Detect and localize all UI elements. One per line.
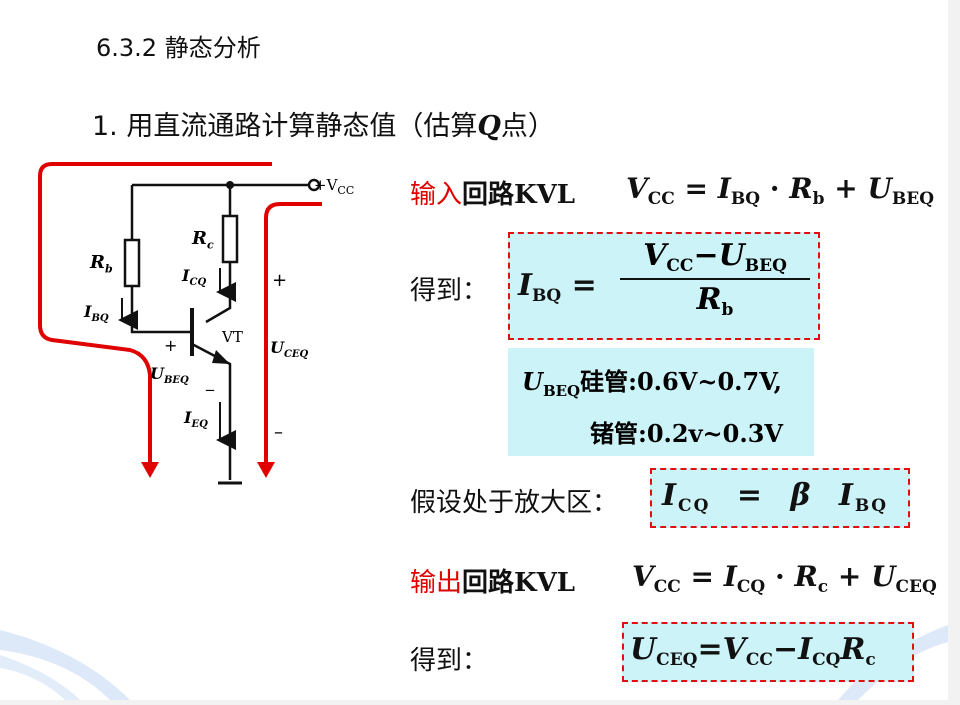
ubeq-note-box: UBEQ硅管:0.6V~0.7V, 锗管:0.2v~0.3V — [508, 348, 814, 456]
rc-label: Rc — [192, 228, 214, 252]
subtitle: 1. 用直流通路计算静态值（估算Q点） — [92, 104, 555, 143]
output-kvl-equation: VCC = ICQ · Rc + UCEQ — [632, 560, 937, 597]
input-red-label: 输入 — [410, 180, 463, 210]
input-kvl-equation: VCC = IBQ · Rb + UBEQ — [626, 172, 935, 209]
icq-formula-box: ICQ = β IBQ — [650, 468, 910, 528]
uceq-plus: + — [272, 270, 288, 291]
input-loop-path — [38, 162, 272, 470]
ubeq-label: UBEQ — [150, 364, 189, 387]
dc-circuit-diagram — [38, 162, 322, 485]
uceq-label: UCEQ — [270, 338, 309, 361]
uceq-formula-box: UCEQ=VCC−ICQRc — [622, 622, 914, 682]
input-loop-arrow — [141, 462, 159, 478]
note-line1: UBEQ硅管:0.6V~0.7V, — [522, 367, 783, 400]
subtitle-prefix: 1. 用直流通路计算静态值（估算 — [92, 111, 478, 142]
assume-label: 假设处于放大区： — [410, 488, 619, 518]
ibq-fraction: VCC−UBEQ Rb — [620, 238, 810, 320]
note-line2: 锗管:0.2v~0.3V — [590, 419, 784, 448]
ubeq-minus: _ — [206, 372, 214, 391]
decorative-swoosh-left — [0, 630, 130, 700]
vcc-label: +VCC — [314, 176, 355, 197]
rb-label: Rb — [90, 252, 113, 276]
input-loop-label: 输入回路KVL — [410, 180, 576, 210]
vt-label: VT — [222, 328, 243, 346]
output-loop-arrow — [257, 462, 275, 478]
ibq-label: IBQ — [84, 302, 109, 325]
output-loop-path — [264, 202, 322, 470]
ieq-label: IEQ — [184, 408, 208, 431]
get2-label: 得到： — [410, 646, 489, 676]
ubeq-plus: + — [164, 336, 178, 355]
ibq-formula-box: IBQ = VCC−UBEQ Rb — [508, 232, 820, 340]
subtitle-suffix: 点） — [500, 111, 555, 142]
ibq-lhs: IBQ = — [518, 268, 597, 306]
uceq-minus: – — [274, 422, 283, 443]
output-loop-label: 输出回路KVL — [410, 568, 576, 598]
section-title: 6.3.2 静态分析 — [96, 34, 261, 62]
subtitle-q: Q — [477, 111, 501, 142]
output-red-label: 输出 — [410, 568, 463, 598]
get1-label: 得到： — [410, 276, 489, 306]
icq-label: ICQ — [182, 266, 207, 289]
